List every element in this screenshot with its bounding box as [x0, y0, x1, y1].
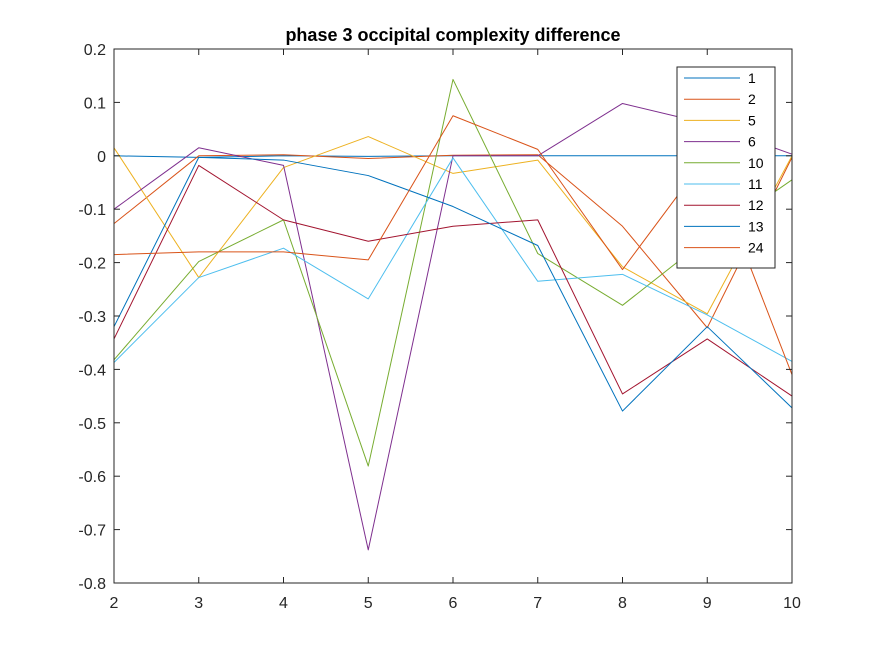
legend-label-6: 6 — [748, 134, 756, 150]
y-tick-label: -0.3 — [78, 309, 106, 326]
x-tick-label: 9 — [703, 595, 712, 612]
tick-layer: 2 3 4 5 6 7 8 9 10 0.2 0.1 0 -0.1 -0.2 -0.3 -0.4 -0.5 -0.… — [78, 42, 801, 612]
x-tick-label: 5 — [364, 595, 373, 612]
y-tick-label: -0.5 — [78, 416, 106, 433]
x-tick-label: 8 — [618, 595, 627, 612]
x-tick-label: 7 — [533, 595, 542, 612]
y-tick-label: -0.4 — [78, 362, 106, 379]
legend-label-24: 24 — [748, 240, 764, 256]
series-line-11 — [113, 157, 793, 363]
x-tick-label: 4 — [279, 595, 288, 612]
legend-label-2: 2 — [748, 91, 756, 107]
y-tick-label: 0.1 — [84, 95, 106, 112]
y-tick-label: -0.2 — [78, 256, 106, 273]
x-tick-label: 2 — [110, 595, 119, 612]
legend-label-5: 5 — [748, 112, 756, 128]
x-tick-label: 10 — [783, 595, 801, 612]
chart-title: phase 3 occipital complexity difference — [285, 25, 620, 45]
legend-label-10: 10 — [748, 155, 764, 171]
series-line-13 — [113, 156, 793, 412]
series-line-2 — [113, 154, 793, 329]
y-tick-label: -0.1 — [78, 202, 106, 219]
y-tick-label: -0.6 — [78, 469, 106, 486]
x-tick-label: 3 — [194, 595, 203, 612]
y-tick-label: -0.8 — [78, 576, 106, 593]
legend-label-12: 12 — [748, 197, 764, 213]
series-line-12 — [113, 164, 793, 397]
y-tick-label: -0.7 — [78, 523, 106, 540]
y-tick-label: 0.2 — [84, 42, 106, 59]
x-tick-label: 6 — [449, 595, 458, 612]
legend-label-1: 1 — [748, 70, 756, 86]
legend-label-11: 11 — [748, 176, 763, 192]
legend-box — [676, 66, 776, 269]
y-tick-label: 0 — [97, 149, 106, 166]
series-line-5 — [113, 136, 793, 315]
legend-label-13: 13 — [748, 218, 764, 234]
